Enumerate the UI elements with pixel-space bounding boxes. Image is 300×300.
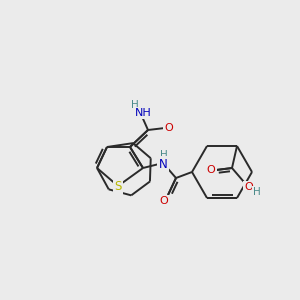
Text: H: H bbox=[160, 150, 168, 160]
Text: O: O bbox=[244, 182, 253, 192]
Text: H: H bbox=[131, 100, 139, 110]
Text: O: O bbox=[165, 123, 173, 133]
Text: NH: NH bbox=[135, 108, 152, 118]
Text: N: N bbox=[159, 158, 167, 170]
Text: S: S bbox=[114, 181, 122, 194]
Text: O: O bbox=[160, 196, 168, 206]
Text: O: O bbox=[207, 165, 215, 175]
Text: H: H bbox=[253, 187, 261, 197]
